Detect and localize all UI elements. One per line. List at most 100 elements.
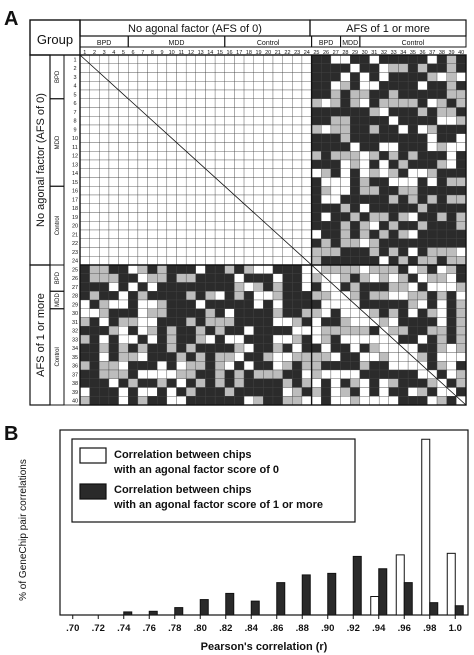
matrix-cell bbox=[99, 308, 110, 318]
matrix-cell bbox=[128, 343, 139, 353]
matrix-cell bbox=[417, 273, 428, 283]
matrix-cell bbox=[243, 247, 254, 257]
matrix-cell bbox=[224, 72, 235, 82]
matrix-cell bbox=[205, 107, 216, 117]
matrix-cell bbox=[147, 168, 158, 178]
matrix-cell bbox=[214, 212, 225, 222]
matrix-cell bbox=[79, 282, 90, 292]
matrix-cell bbox=[340, 361, 351, 371]
matrix-cell bbox=[272, 291, 283, 301]
matrix-cell bbox=[128, 168, 139, 178]
matrix-cell bbox=[205, 177, 216, 187]
matrix-cell bbox=[388, 343, 399, 353]
matrix-cell bbox=[234, 396, 245, 406]
matrix-cell bbox=[282, 334, 293, 344]
matrix-cell bbox=[446, 396, 457, 406]
matrix-cell bbox=[166, 124, 177, 134]
matrix-cell bbox=[388, 361, 399, 371]
x-tick-label: .74 bbox=[117, 623, 131, 634]
matrix-cell bbox=[253, 247, 264, 257]
matrix-cell bbox=[330, 264, 341, 274]
matrix-cell bbox=[321, 264, 332, 274]
matrix-cell bbox=[350, 229, 361, 239]
matrix-cell bbox=[417, 229, 428, 239]
matrix-cell bbox=[311, 282, 322, 292]
matrix-cell bbox=[176, 107, 187, 117]
matrix-cell bbox=[263, 124, 274, 134]
matrix-cell bbox=[253, 361, 264, 371]
matrix-cell bbox=[157, 186, 168, 196]
matrix-cell bbox=[195, 212, 206, 222]
matrix-cell bbox=[89, 177, 100, 187]
matrix-cell bbox=[176, 116, 187, 126]
matrix-cell bbox=[214, 54, 225, 64]
matrix-cell bbox=[282, 89, 293, 99]
matrix-cell bbox=[340, 264, 351, 274]
matrix-cell bbox=[89, 212, 100, 222]
matrix-cell bbox=[350, 72, 361, 82]
matrix-cell bbox=[446, 203, 457, 213]
matrix-cell bbox=[350, 264, 361, 274]
matrix-cell bbox=[446, 334, 457, 344]
matrix-cell bbox=[176, 89, 187, 99]
matrix-cell bbox=[185, 229, 196, 239]
matrix-cell bbox=[311, 387, 322, 397]
matrix-cell bbox=[128, 212, 139, 222]
column-number: 14 bbox=[207, 50, 213, 56]
matrix-cell bbox=[282, 352, 293, 362]
matrix-cell bbox=[378, 396, 389, 406]
matrix-cell bbox=[350, 317, 361, 327]
matrix-cell bbox=[79, 116, 90, 126]
matrix-cell bbox=[282, 177, 293, 187]
matrix-cell bbox=[350, 151, 361, 161]
matrix-cell bbox=[205, 81, 216, 91]
matrix-cell bbox=[321, 352, 332, 362]
matrix-cell bbox=[359, 378, 370, 388]
row-number: 19 bbox=[72, 215, 78, 221]
matrix-cell bbox=[282, 63, 293, 73]
matrix-cell bbox=[369, 238, 380, 248]
matrix-cell bbox=[263, 282, 274, 292]
matrix-cell bbox=[99, 326, 110, 336]
matrix-cell bbox=[108, 264, 119, 274]
x-tick-label: .90 bbox=[321, 623, 334, 634]
matrix-cell bbox=[282, 264, 293, 274]
matrix-cell bbox=[427, 212, 438, 222]
matrix-cell bbox=[359, 142, 370, 152]
matrix-cell bbox=[128, 361, 139, 371]
matrix-cell bbox=[321, 238, 332, 248]
matrix-cell bbox=[456, 378, 467, 388]
matrix-cell bbox=[350, 334, 361, 344]
matrix-cell bbox=[301, 116, 312, 126]
matrix-cell bbox=[369, 203, 380, 213]
matrix-cell bbox=[214, 299, 225, 309]
matrix-cell bbox=[89, 116, 100, 126]
matrix-cell bbox=[369, 229, 380, 239]
matrix-cell bbox=[282, 282, 293, 292]
matrix-cell bbox=[272, 343, 283, 353]
matrix-cell bbox=[427, 317, 438, 327]
matrix-cell bbox=[176, 54, 187, 64]
matrix-cell bbox=[166, 98, 177, 108]
column-number: 3 bbox=[103, 50, 106, 56]
matrix-cell bbox=[157, 133, 168, 143]
matrix-cell bbox=[243, 168, 254, 178]
matrix-cell bbox=[301, 326, 312, 336]
matrix-cell bbox=[108, 186, 119, 196]
matrix-cell bbox=[214, 256, 225, 266]
matrix-cell bbox=[436, 89, 447, 99]
matrix-cell bbox=[128, 72, 139, 82]
matrix-cell bbox=[417, 291, 428, 301]
matrix-cell bbox=[417, 299, 428, 309]
matrix-cell bbox=[369, 194, 380, 204]
matrix-cell bbox=[147, 291, 158, 301]
matrix-cell bbox=[118, 361, 129, 371]
matrix-cell bbox=[176, 98, 187, 108]
matrix-cell bbox=[292, 238, 303, 248]
column-number: 33 bbox=[391, 50, 397, 56]
matrix-cell bbox=[436, 212, 447, 222]
matrix-cell bbox=[253, 133, 264, 143]
matrix-cell bbox=[369, 326, 380, 336]
matrix-cell bbox=[311, 81, 322, 91]
matrix-cell bbox=[195, 63, 206, 73]
